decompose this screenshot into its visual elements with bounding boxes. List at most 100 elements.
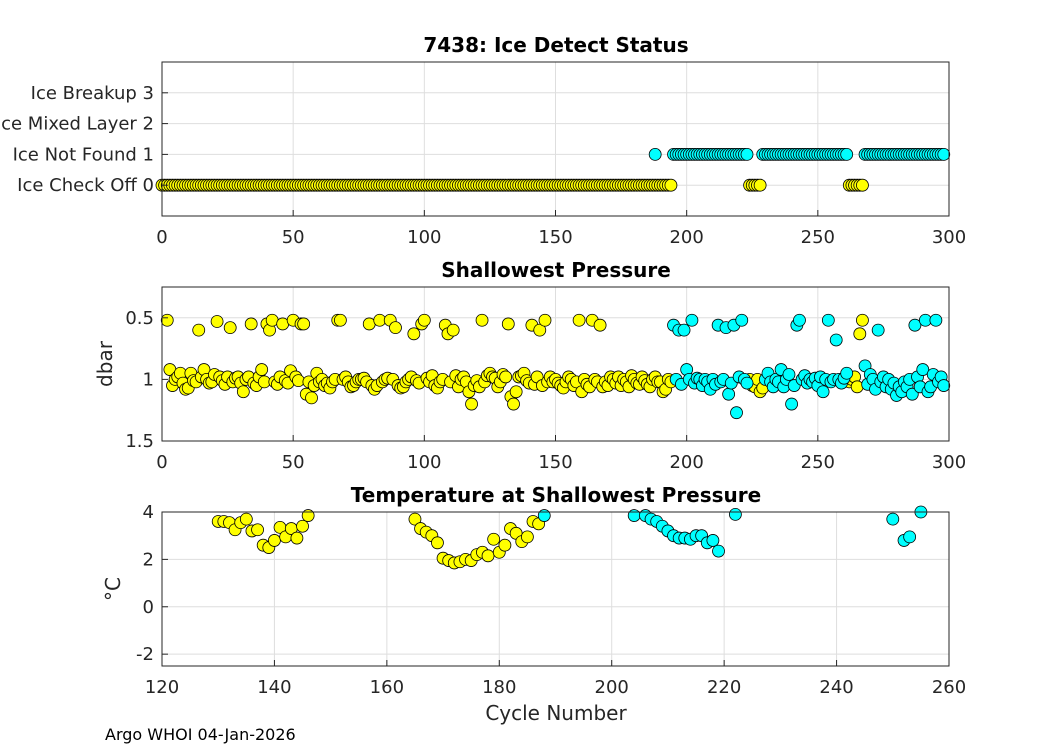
data-point xyxy=(712,544,725,558)
data-point xyxy=(268,534,281,547)
data-point xyxy=(301,509,315,522)
y-tick-label: Ice Breakup 3 xyxy=(31,83,154,104)
data-point xyxy=(664,178,678,192)
data-point xyxy=(251,523,264,537)
data-point xyxy=(722,387,736,401)
data-point xyxy=(793,313,806,327)
x-tick-label: 200 xyxy=(669,452,703,473)
data-point xyxy=(856,313,869,327)
data-point xyxy=(501,317,515,331)
x-tick-label: 300 xyxy=(932,227,966,248)
x-tick-label: 150 xyxy=(538,452,572,473)
pressure-ylabel: dbar xyxy=(93,340,117,387)
x-tick-label: 140 xyxy=(257,677,291,698)
data-point xyxy=(160,313,174,327)
pressure-yticks: 0.5 1 1.5 xyxy=(125,308,168,452)
x-tick-label: 160 xyxy=(370,677,404,698)
pressure-grid xyxy=(161,287,950,442)
data-point xyxy=(290,531,304,545)
data-point xyxy=(520,530,534,544)
data-point xyxy=(677,323,691,337)
x-tick-label: 100 xyxy=(407,452,441,473)
data-point xyxy=(487,532,501,546)
temperature-title: Temperature at Shallowest Pressure xyxy=(351,483,761,507)
data-point xyxy=(916,363,930,376)
data-point xyxy=(728,507,742,521)
data-point xyxy=(507,397,520,411)
data-point xyxy=(785,397,798,411)
y-tick-label: Ice Mixed Layer 2 xyxy=(0,114,154,135)
pressure-panel: Shallowest Pressure 0 50 100 150 200 250 300 0… xyxy=(93,258,966,473)
data-point xyxy=(753,178,767,192)
data-point xyxy=(740,147,754,161)
data-point xyxy=(223,321,237,335)
data-point xyxy=(255,363,269,376)
data-point xyxy=(499,370,513,384)
data-point xyxy=(740,376,754,390)
data-point xyxy=(905,387,919,401)
data-point xyxy=(417,313,431,327)
pressure-marks xyxy=(160,313,951,420)
data-point xyxy=(908,318,922,332)
data-point xyxy=(937,379,951,392)
data-point xyxy=(292,374,305,388)
y-tick-label: 0.5 xyxy=(125,308,154,329)
data-point xyxy=(929,313,943,327)
data-point xyxy=(627,509,641,522)
temperature-xticks: 120 140 160 180 200 220 240 260 xyxy=(145,660,966,698)
data-point xyxy=(856,178,869,192)
data-point xyxy=(538,313,552,327)
data-point xyxy=(475,313,489,327)
y-tick-label: Ice Check Off 0 xyxy=(17,175,154,196)
x-tick-label: 240 xyxy=(819,677,853,698)
data-point xyxy=(840,366,854,380)
temperature-ylabel: °C xyxy=(101,577,125,601)
x-tick-label: 260 xyxy=(932,677,966,698)
data-point xyxy=(465,397,478,411)
data-point xyxy=(853,327,867,341)
y-tick-label: 1 xyxy=(143,369,154,390)
ice-status-marks xyxy=(155,147,951,192)
data-point xyxy=(730,406,743,420)
data-point xyxy=(296,519,309,533)
data-point xyxy=(593,318,607,332)
footer-credit: Argo WHOI 04-Jan-2026 xyxy=(105,725,296,744)
data-point xyxy=(509,385,523,399)
temperature-axes-box xyxy=(161,511,950,667)
ice-status-yticks: Ice Check Off 0 Ice Not Found 1 Ice Mixed … xyxy=(0,83,168,196)
temperature-xlabel: Cycle Number xyxy=(485,701,627,725)
data-point xyxy=(735,313,749,327)
ice-status-title: 7438: Ice Detect Status xyxy=(423,33,688,57)
data-point xyxy=(239,512,253,526)
x-tick-label: 50 xyxy=(282,452,305,473)
x-tick-label: 250 xyxy=(801,452,835,473)
x-tick-label: 50 xyxy=(282,227,305,248)
data-point xyxy=(537,509,551,522)
temperature-marks xyxy=(211,505,928,570)
data-point xyxy=(498,538,512,552)
x-tick-label: 100 xyxy=(407,227,441,248)
temperature-yticks: -2 0 2 4 xyxy=(136,502,168,665)
x-tick-label: 180 xyxy=(482,677,516,698)
data-point xyxy=(481,549,495,563)
data-point xyxy=(821,313,835,327)
x-tick-label: 120 xyxy=(145,677,179,698)
x-tick-label: 0 xyxy=(156,227,167,248)
data-point xyxy=(408,512,422,526)
pressure-title: Shallowest Pressure xyxy=(441,258,671,282)
data-point xyxy=(431,536,444,550)
y-tick-label: 1.5 xyxy=(125,431,154,452)
y-tick-label: -2 xyxy=(136,644,154,665)
data-point xyxy=(903,530,917,544)
y-tick-label: 2 xyxy=(143,549,154,570)
data-point xyxy=(685,313,699,327)
x-tick-label: 300 xyxy=(932,452,966,473)
data-point xyxy=(886,512,900,526)
x-tick-label: 220 xyxy=(707,677,741,698)
data-point xyxy=(937,147,951,161)
ice-status-xticks: 0 50 100 150 200 250 300 xyxy=(156,210,966,248)
data-point xyxy=(533,323,547,337)
data-point xyxy=(210,315,224,328)
data-point xyxy=(446,323,460,337)
